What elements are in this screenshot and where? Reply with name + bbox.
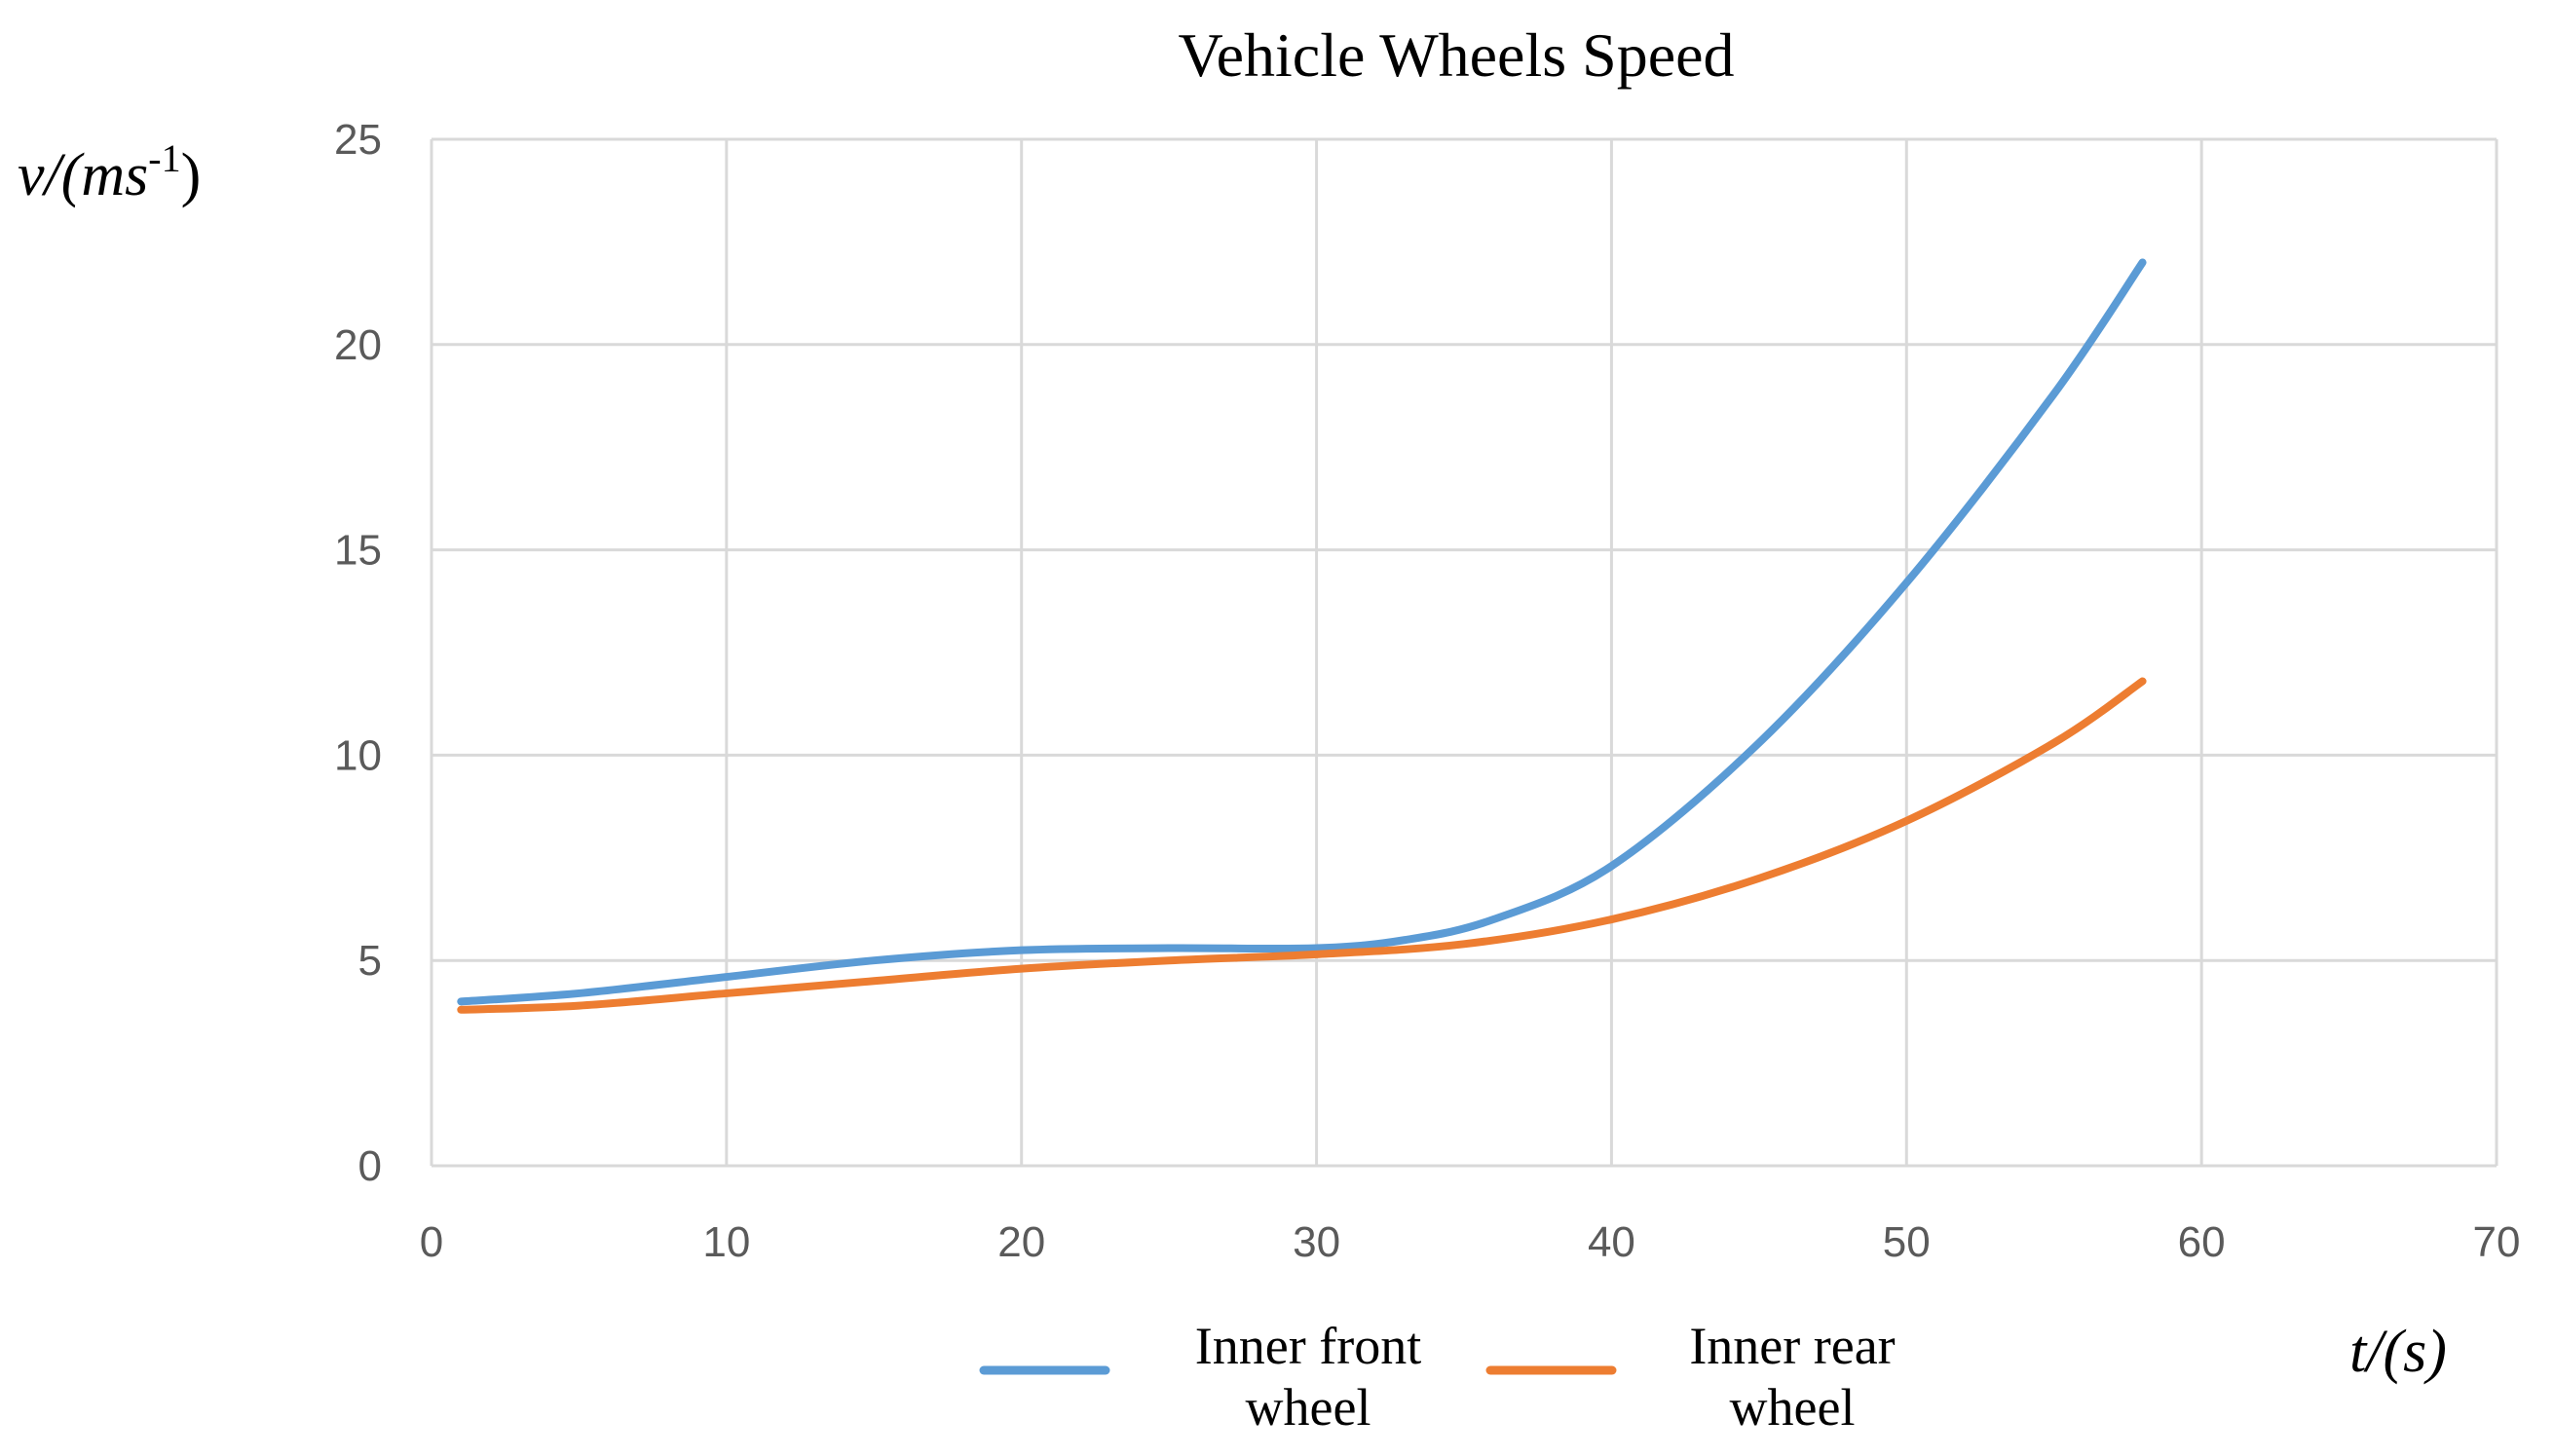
- legend-label-1: Inner rear: [1689, 1317, 1895, 1375]
- x-tick-label: 10: [702, 1218, 750, 1266]
- gridlines: [430, 137, 2498, 1168]
- chart-title: Vehicle Wheels Speed: [1178, 20, 1734, 90]
- x-tick-label: 60: [2178, 1218, 2226, 1266]
- y-axis-label-main: v/(ms: [18, 142, 148, 208]
- x-axis-label: t/(s): [2349, 1319, 2447, 1385]
- x-tick-label: 20: [997, 1218, 1045, 1266]
- series-line-0: [457, 258, 2147, 1006]
- legend-label-0: wheel: [1246, 1378, 1371, 1437]
- y-tick-label: 0: [358, 1142, 382, 1190]
- x-tick-label: 70: [2473, 1218, 2521, 1266]
- series-line-1: [457, 677, 2147, 1014]
- legend-label-1: wheel: [1730, 1378, 1856, 1437]
- y-axis-label-exponent: -1: [148, 136, 180, 180]
- x-tick-label: 30: [1293, 1218, 1340, 1266]
- x-tick-label: 50: [1883, 1218, 1931, 1266]
- y-axis-label-close: ): [181, 142, 202, 208]
- y-axis-label: v/(ms-1): [18, 136, 201, 208]
- y-tick-label: 25: [334, 116, 382, 164]
- legend-label-0: Inner front: [1195, 1317, 1421, 1375]
- x-tick-label: 40: [1588, 1218, 1635, 1266]
- y-tick-label: 15: [334, 527, 382, 575]
- x-tick-label: 0: [420, 1218, 443, 1266]
- y-tick-label: 5: [358, 937, 382, 985]
- y-tick-label: 20: [334, 321, 382, 369]
- series-lines: [457, 258, 2147, 1014]
- axis-ticks: 0 5 10 15 20 25 0 10 20 30 40 50 60 70: [334, 116, 2520, 1266]
- y-tick-label: 10: [334, 731, 382, 779]
